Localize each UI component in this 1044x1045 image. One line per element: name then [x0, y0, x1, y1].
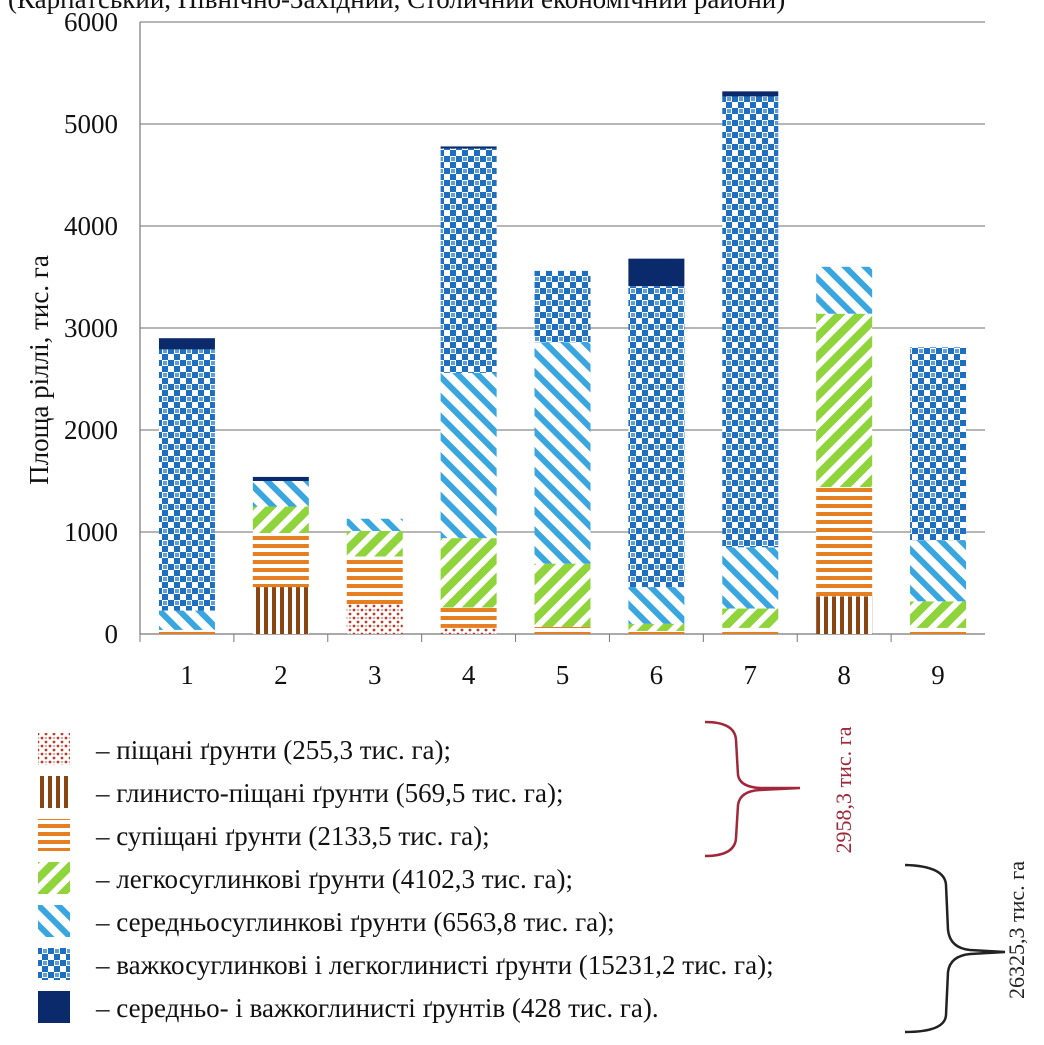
bar-8-sandy-loam [816, 487, 873, 597]
bar-3-sandy-loam [346, 556, 403, 605]
x-tick-label: 9 [931, 660, 945, 690]
y-axis-ticks: 0 1000 2000 3000 4000 5000 6000 [64, 7, 118, 649]
medium-loam-pattern-icon [38, 905, 70, 937]
brace-light-soils: 2958,3 тис. га [704, 720, 856, 858]
legend-label: – піщані ґрунти (255,3 тис. га); [95, 735, 451, 765]
sandy-loam-pattern-icon [38, 819, 70, 851]
legend-label: – середньосуглинкові ґрунти (6563,8 тис.… [95, 907, 615, 937]
bar-9-light-loam [910, 601, 967, 628]
y-tick-label: 3000 [64, 313, 118, 343]
bar-8-light-loam [816, 313, 873, 488]
legend-label: – глинисто-піщані ґрунти (569,5 тис. га)… [95, 778, 563, 808]
bar-1-heavy-loam [158, 349, 215, 611]
x-tick-label: 4 [462, 660, 476, 690]
bar-3-sand [346, 604, 403, 634]
bar-9-sandy-loam [910, 627, 967, 634]
bar-2-heavy-clay [252, 476, 309, 481]
bar-7-medium-loam [722, 547, 779, 609]
bar-6-medium-loam [628, 587, 685, 624]
heavy-clay-pattern-icon [38, 991, 70, 1023]
y-tick-label: 4000 [64, 211, 118, 241]
legend: – піщані ґрунти (255,3 тис. га); – глинис… [38, 733, 774, 1023]
bar-2-light-loam [252, 506, 309, 534]
legend-label: – легкосуглинкові ґрунти (4102,3 тис. га… [95, 864, 573, 894]
bar-5-medium-loam [534, 342, 591, 564]
chart-header: (Карпатський, Північно-Західний, Столичн… [8, 0, 785, 14]
x-tick-label: 1 [180, 660, 194, 690]
bar-6-light-loam [628, 623, 685, 631]
x-tick-label: 8 [837, 660, 851, 690]
legend-label: – середньо- і важкоглинисті ґрунтів (428… [95, 993, 659, 1023]
y-axis-title: Площа ріллі, тис. га [24, 255, 54, 485]
y-tick-label: 1000 [64, 517, 118, 547]
bar-5-sandy-loam [534, 626, 591, 634]
sand-pattern-icon [38, 733, 70, 765]
brace-heavy-soils-label: 26325,3 тис. га [1004, 861, 1029, 999]
heavy-loam-pattern-icon [38, 948, 70, 980]
bar-2-sandy-loam [252, 533, 309, 588]
brace-light-soils-label: 2958,3 тис. га [831, 726, 856, 853]
brace-heavy-soils-shape [904, 863, 1006, 1034]
bar-8-clay-sand [816, 596, 873, 634]
bars [158, 91, 967, 634]
bar-5-light-loam [534, 563, 591, 627]
bar-5-heavy-loam [534, 270, 591, 343]
y-tick-label: 6000 [64, 7, 118, 37]
light-loam-pattern-icon [38, 862, 70, 894]
bar-4-heavy-loam [440, 148, 497, 373]
bar-4-sand [440, 627, 497, 634]
bar-8-medium-loam [816, 266, 873, 314]
bar-7-light-loam [722, 608, 779, 628]
y-tick-label: 0 [105, 619, 119, 649]
x-tick-label: 2 [274, 660, 288, 690]
bar-6-heavy-loam [628, 286, 685, 588]
bar-1-sandy-loam [158, 629, 215, 634]
bar-1-medium-loam [158, 610, 215, 630]
bar-9-heavy-loam [910, 347, 967, 541]
bar-2-medium-loam [252, 481, 309, 507]
bar-4-medium-loam [440, 372, 497, 539]
bar-1-heavy-clay [158, 338, 215, 350]
bar-9-medium-loam [910, 540, 967, 602]
x-tick-label: 7 [744, 660, 758, 690]
legend-label: – важкосуглинкові і легкоглинисті ґрунти… [95, 950, 774, 980]
bar-7-heavy-loam [722, 96, 779, 548]
bar-3-light-loam [346, 530, 403, 557]
bar-6-sandy-loam [628, 630, 685, 634]
bar-3-medium-loam [346, 518, 403, 531]
bar-4-sandy-loam [440, 607, 497, 628]
y-tick-label: 5000 [64, 109, 118, 139]
brace-heavy-soils: 26325,3 тис. га [904, 861, 1029, 1034]
x-tick-label: 6 [650, 660, 664, 690]
bar-2-clay-sand [252, 587, 309, 634]
bar-6-heavy-clay [628, 258, 685, 287]
bar-4-light-loam [440, 538, 497, 608]
legend-label: – супіщані ґрунти (2133,5 тис. га); [95, 821, 490, 851]
clay-sand-pattern-icon [38, 776, 70, 808]
x-tick-label: 3 [368, 660, 382, 690]
x-axis-ticks: 1 2 3 4 5 6 7 8 9 [139, 634, 945, 690]
bar-7-sandy-loam [722, 627, 779, 634]
x-tick-label: 5 [556, 660, 570, 690]
brace-light-soils-shape [704, 720, 801, 858]
bar-7-heavy-clay [722, 91, 779, 97]
y-tick-label: 2000 [64, 415, 118, 445]
bar-4-heavy-clay [440, 146, 497, 149]
